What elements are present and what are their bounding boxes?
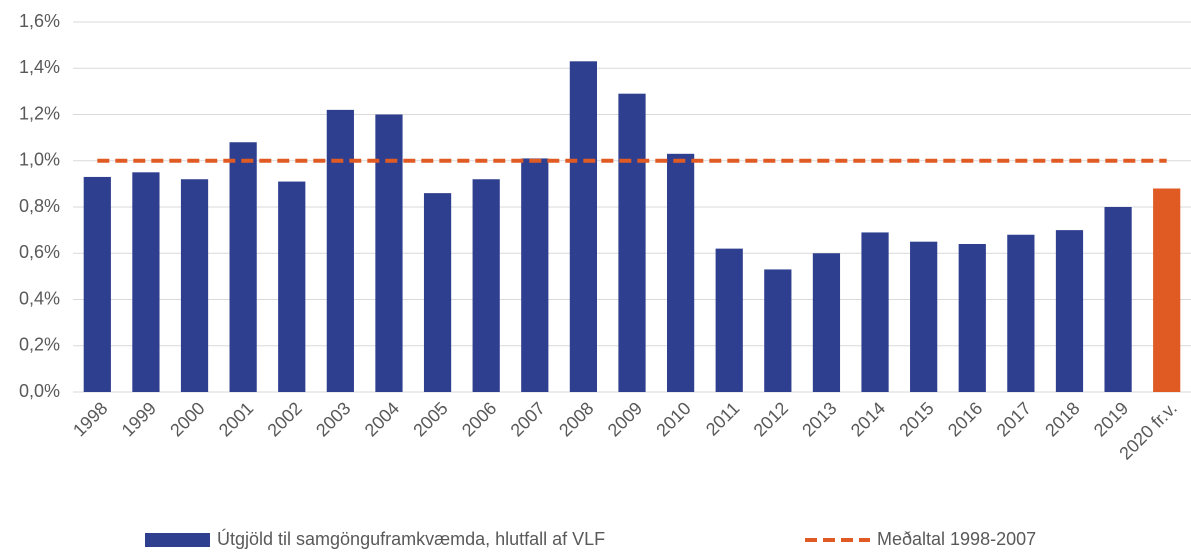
y-tick-label: 1,4% — [19, 57, 60, 77]
legend-swatch — [145, 533, 210, 547]
y-tick-label: 0,0% — [19, 381, 60, 401]
y-tick-label: 0,8% — [19, 196, 60, 216]
bar — [423, 193, 452, 392]
bar — [764, 269, 792, 392]
x-tick-label: 2016 — [944, 398, 986, 440]
x-tick-label: 2004 — [361, 398, 403, 440]
y-tick-label: 1,2% — [19, 103, 60, 123]
y-tick-label: 0,4% — [19, 288, 60, 308]
bar — [861, 232, 889, 392]
x-tick-label: 2010 — [652, 398, 694, 440]
x-tick-label: 2011 — [702, 398, 744, 440]
x-tick-label: 2000 — [166, 398, 208, 440]
y-tick-label: 1,0% — [19, 150, 60, 170]
bar — [1007, 234, 1035, 392]
bar — [812, 253, 841, 392]
x-tick-label: 2002 — [263, 398, 305, 440]
bar — [569, 61, 598, 392]
bar — [326, 109, 354, 392]
x-tick-label: 2017 — [993, 398, 1035, 440]
x-tick-label: 2015 — [895, 398, 937, 440]
bar — [180, 179, 209, 392]
x-tick-label: 1998 — [69, 398, 111, 440]
bar — [910, 241, 938, 392]
bar — [278, 181, 306, 392]
x-tick-label: 2019 — [1090, 398, 1132, 440]
bar — [1104, 207, 1132, 392]
x-tick-label: 2001 — [215, 398, 257, 440]
y-tick-label: 0,6% — [19, 242, 60, 262]
bar — [618, 93, 646, 392]
bar — [132, 172, 160, 392]
bar — [229, 142, 257, 392]
x-tick-label: 2007 — [507, 398, 549, 440]
x-tick-label: 2006 — [458, 398, 500, 440]
x-tick-label: 2013 — [798, 398, 840, 440]
x-tick-label: 2009 — [604, 398, 646, 440]
y-tick-label: 1,6% — [19, 11, 60, 31]
x-tick-label: 1999 — [118, 398, 160, 440]
x-tick-label: 2018 — [1041, 398, 1083, 440]
bar — [666, 153, 695, 392]
y-tick-label: 0,2% — [19, 335, 60, 355]
legend-label: Útgjöld til samgönguframkvæmda, hlutfall… — [217, 528, 605, 549]
x-tick-label: 2012 — [750, 398, 792, 440]
bar — [715, 248, 743, 392]
bar — [1153, 188, 1181, 392]
x-tick-label: 2014 — [847, 398, 889, 440]
bar — [472, 179, 500, 392]
bar — [958, 244, 986, 392]
bar — [375, 114, 403, 392]
bar — [1055, 230, 1084, 392]
x-tick-label: 2003 — [312, 398, 354, 440]
bar — [83, 176, 111, 392]
x-tick-label: 2005 — [409, 398, 451, 440]
bar — [521, 158, 549, 392]
x-tick-label: 2008 — [555, 398, 597, 440]
legend-label: Meðaltal 1998-2007 — [877, 529, 1036, 549]
